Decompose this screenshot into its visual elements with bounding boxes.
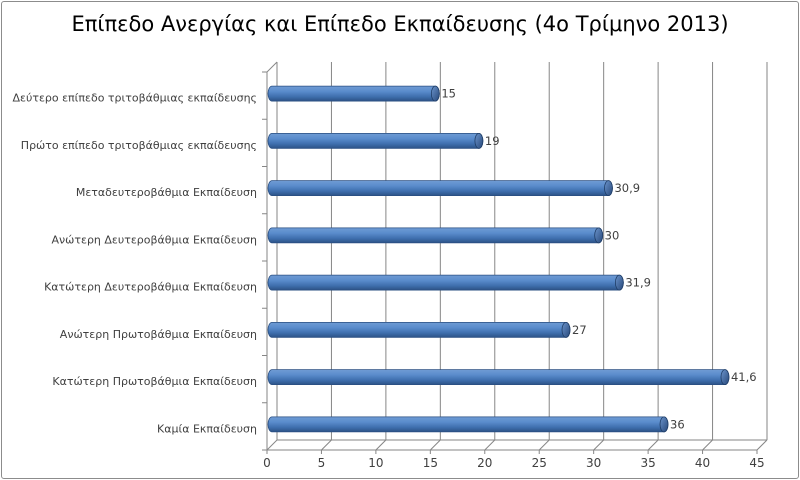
bar-end-cap	[604, 180, 613, 197]
data-label: 36	[670, 417, 685, 431]
bar-end-cap	[614, 274, 624, 291]
floor-gridline	[702, 439, 713, 451]
x-tick-label: 35	[640, 456, 655, 470]
floor-gridline	[266, 439, 278, 451]
bar-end-cap	[659, 416, 669, 433]
bar	[267, 416, 669, 433]
x-tick-label: 5	[318, 456, 326, 470]
bar	[267, 369, 730, 386]
floor-gridline	[429, 439, 441, 451]
category-label: Μεταδευτεροβάθμια Εκπαίδευση	[76, 186, 257, 199]
bar	[267, 274, 624, 291]
category-label: Πρώτο επίπεδο τριτοβάθμιας εκπαίδευσης	[21, 139, 257, 152]
data-label: 30	[605, 228, 620, 242]
category-label: Κατώτερη Πρωτοβάθμια Εκπαίδευση	[52, 375, 257, 388]
floor-gridline	[375, 439, 387, 451]
category-label: Καμία Εκπαίδευση	[157, 422, 257, 435]
category-label: Ανώτερη Πρωτοβάθμια Εκπαίδευση	[60, 328, 257, 341]
x-tick-label: 30	[586, 456, 601, 470]
bar	[267, 132, 484, 149]
bar	[267, 85, 440, 102]
side-wall-top	[266, 61, 278, 73]
x-tick-label: 45	[749, 456, 764, 470]
data-label: 41,6	[731, 370, 757, 384]
bar-end-cap	[594, 227, 604, 244]
data-label: 31,9	[625, 276, 651, 290]
x-tick-label: 25	[532, 456, 547, 470]
data-label: 27	[572, 323, 587, 337]
data-label: 30,9	[614, 181, 640, 195]
floor-gridline	[321, 439, 332, 451]
data-label: 15	[441, 87, 456, 101]
category-label: Ανώτερη Δευτεροβάθμια Εκπαίδευση	[52, 233, 258, 246]
bar-end-cap	[430, 85, 440, 102]
bar	[267, 227, 604, 244]
bar-end-cap	[720, 369, 730, 386]
floor-gridline	[538, 439, 550, 451]
bar-end-cap	[474, 132, 484, 149]
x-tick-label: 40	[695, 456, 710, 470]
chart-title: Επίπεδο Ανεργίας και Επίπεδο Εκπαίδευσης…	[71, 12, 729, 36]
bar	[267, 180, 613, 197]
floor-gridline	[647, 439, 659, 451]
category-label: Δεύτερο επίπεδο τριτοβάθμιας εκπαίδευσης	[13, 92, 258, 105]
floor-gridline	[593, 439, 605, 451]
x-tick-label: 0	[263, 456, 271, 470]
x-tick-label: 15	[423, 456, 438, 470]
floor-gridline	[756, 439, 768, 451]
x-tick-label: 20	[477, 456, 492, 470]
data-label: 19	[485, 134, 500, 148]
x-tick-label: 10	[368, 456, 383, 470]
category-label: Κατώτερη Δευτεροβάθμια Εκπαίδευση	[44, 281, 257, 294]
bar	[267, 321, 571, 338]
bar-end-cap	[561, 321, 571, 338]
floor-gridline	[484, 439, 496, 451]
